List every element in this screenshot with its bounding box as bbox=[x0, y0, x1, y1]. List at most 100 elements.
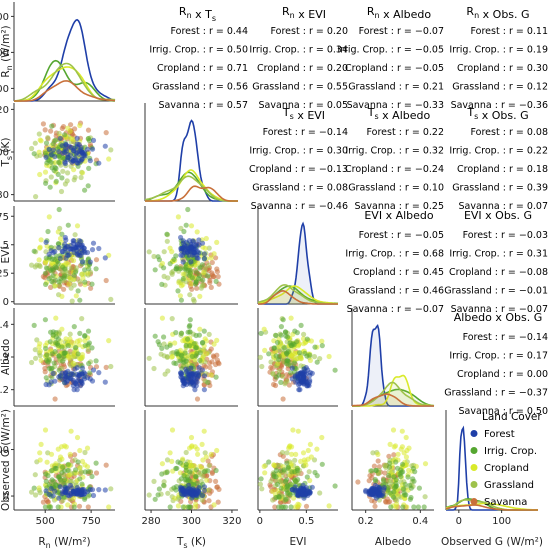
panel-g-vs-evi: 0 0.5 bbox=[257, 410, 338, 527]
scatter-point-cropland bbox=[66, 261, 72, 267]
scatter-point-irrig-crop- bbox=[193, 279, 199, 285]
scatter-point-forest bbox=[180, 252, 186, 258]
scatter-point-cropland bbox=[394, 492, 400, 498]
scatter-point-grassland bbox=[29, 262, 35, 268]
scatter-point-irrig-crop- bbox=[400, 461, 406, 467]
scatter-point-cropland bbox=[79, 354, 86, 360]
scatter-point-forest bbox=[193, 241, 199, 247]
scatter-point-cropland bbox=[44, 459, 50, 465]
scatter-point-cropland bbox=[201, 428, 207, 434]
scatter-point-irrig-crop- bbox=[89, 345, 95, 351]
scatter-point-savanna bbox=[194, 285, 200, 291]
scatter-point-irrig-crop- bbox=[56, 159, 62, 165]
scatter-point-irrig-crop- bbox=[258, 330, 264, 336]
y-axis-label-ts: Ts (K) bbox=[0, 137, 14, 167]
scatter-point-forest bbox=[96, 487, 102, 493]
scatter-point-irrig-crop- bbox=[273, 374, 279, 380]
scatter-point-savanna bbox=[372, 503, 378, 509]
scatter-point-forest bbox=[78, 378, 84, 384]
scatter-point-forest bbox=[102, 487, 108, 493]
scatter-point-forest bbox=[76, 151, 82, 157]
scatter-point-irrig-crop- bbox=[167, 342, 173, 348]
scatter-point-forest bbox=[289, 376, 295, 382]
correlation-title: Rn x Albedo bbox=[367, 5, 432, 21]
scatter-point-savanna bbox=[40, 121, 47, 127]
scatter-point-savanna bbox=[209, 259, 215, 266]
scatter-point-irrig-crop- bbox=[43, 375, 49, 381]
scatter-point-forest bbox=[43, 239, 49, 245]
scatter-point-irrig-crop- bbox=[56, 353, 62, 359]
scatter-point-cropland bbox=[172, 495, 178, 501]
scatter-point-irrig-crop- bbox=[292, 328, 298, 334]
y-tick-label: 320 bbox=[0, 105, 9, 116]
y-tick-label: 0.3 bbox=[0, 353, 9, 364]
scatter-point-irrig-crop- bbox=[51, 360, 57, 366]
scatter-point-irrig-crop- bbox=[177, 358, 183, 364]
scatter-point-irrig-crop- bbox=[289, 469, 295, 475]
scatter-point-forest bbox=[60, 150, 66, 156]
scatter-point-irrig-crop- bbox=[161, 334, 167, 340]
x-tick-label: 0.4 bbox=[412, 516, 428, 527]
scatter-point-irrig-crop- bbox=[314, 473, 320, 479]
scatter-point-irrig-crop- bbox=[50, 332, 56, 338]
scatter-point-irrig-crop- bbox=[60, 358, 66, 364]
scatter-point-forest bbox=[65, 489, 71, 495]
scatter-point-grassland bbox=[183, 449, 189, 456]
scatter-point-grassland bbox=[71, 282, 77, 288]
scatter-point-forest bbox=[74, 144, 80, 150]
scatter-point-cropland bbox=[203, 235, 209, 242]
scatter-point-irrig-crop- bbox=[77, 476, 83, 482]
scatter-point-irrig-crop- bbox=[421, 504, 427, 510]
panel-g-vs-rn: 0 100 500 750 bbox=[0, 410, 115, 527]
y-tick-label: 0.2 bbox=[0, 385, 9, 396]
scatter-point-irrig-crop- bbox=[42, 150, 49, 156]
scatter-point-irrig-crop- bbox=[43, 180, 49, 186]
scatter-point-grassland bbox=[282, 381, 288, 387]
scatter-point-savanna bbox=[103, 130, 109, 136]
scatter-point-grassland bbox=[311, 354, 318, 360]
scatter-point-irrig-crop- bbox=[42, 504, 49, 510]
scatter-point-grassland bbox=[306, 469, 312, 475]
scatter-point-cropland bbox=[208, 451, 214, 457]
scatter-point-cropland bbox=[59, 326, 65, 332]
correlation-panel-alb-g: Albedo x Obs. G Forest : r = −0.14 Irrig. … bbox=[444, 311, 548, 417]
scatter-point-irrig-crop- bbox=[213, 467, 219, 474]
scatter-point-cropland bbox=[261, 463, 267, 469]
scatter-point-forest bbox=[370, 492, 376, 498]
correlation-entry: Savanna : r = −0.46 bbox=[251, 201, 348, 212]
scatter-point-forest bbox=[201, 373, 208, 379]
scatter-point-grassland bbox=[32, 472, 38, 478]
panel-alb-vs-ts bbox=[144, 308, 238, 407]
scatter-point-irrig-crop- bbox=[65, 343, 71, 349]
scatter-point-irrig-crop- bbox=[285, 334, 291, 340]
scatter-point-savanna bbox=[208, 346, 214, 352]
kde-fill-cropland bbox=[258, 286, 338, 304]
scatter-point-forest bbox=[68, 376, 74, 382]
y-axis-label-rn: Rn (W/m²) bbox=[0, 25, 14, 77]
scatter-point-grassland bbox=[202, 265, 208, 272]
scatter-point-irrig-crop- bbox=[171, 360, 177, 366]
scatter-point-cropland bbox=[308, 338, 314, 344]
kde-curve-grassland bbox=[144, 175, 238, 202]
scatter-point-irrig-crop- bbox=[185, 329, 191, 335]
scatter-point-cropland bbox=[65, 502, 71, 508]
scatter-point-cropland bbox=[195, 451, 201, 457]
scatter-point-cropland bbox=[66, 472, 72, 478]
scatter-point-irrig-crop- bbox=[55, 342, 61, 348]
scatter-point-irrig-crop- bbox=[193, 269, 200, 275]
y-tick-label: 0 bbox=[3, 492, 9, 503]
scatter-point-irrig-crop- bbox=[93, 266, 99, 272]
scatter-point-cropland bbox=[59, 444, 65, 450]
y-axis-label-evi: EVI bbox=[0, 247, 12, 264]
scatter-point-forest bbox=[96, 245, 102, 252]
scatter-point-cropland bbox=[319, 338, 325, 344]
scatter-point-irrig-crop- bbox=[278, 324, 284, 330]
scatter-point-irrig-crop- bbox=[304, 474, 310, 480]
scatter-point-forest bbox=[65, 372, 71, 378]
kde-fill-savanna bbox=[258, 290, 338, 304]
scatter-point-cropland bbox=[36, 149, 42, 155]
scatter-point-cropland bbox=[57, 235, 64, 242]
scatter-point-irrig-crop- bbox=[196, 332, 202, 338]
x-axis-label-evi: EVI bbox=[290, 536, 307, 548]
scatter-point-irrig-crop- bbox=[89, 281, 95, 287]
